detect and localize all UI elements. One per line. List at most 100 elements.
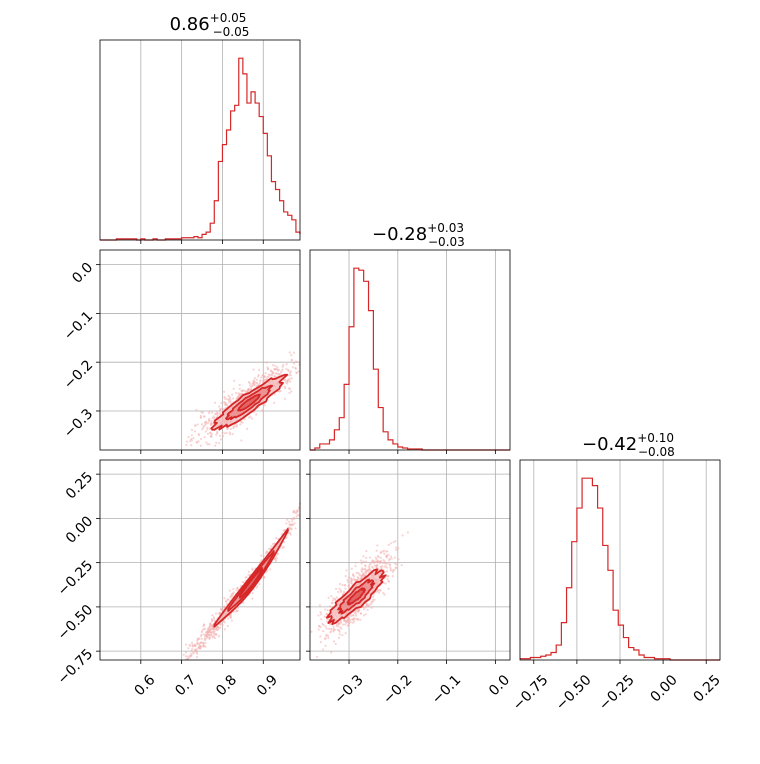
- pair-x1-y2-point: [264, 378, 267, 381]
- pair-x2-y3-point: [341, 634, 344, 637]
- pair-x1-y2-point: [214, 444, 217, 447]
- pair-x1-y3-point: [262, 575, 265, 578]
- pair-x2-y3-point: [371, 595, 375, 598]
- pair-x1-y3-point: [210, 618, 214, 621]
- pair-x1-y2-point: [200, 423, 204, 426]
- pair-x1-y2-point: [218, 405, 221, 408]
- pair-x1-y3-point: [206, 627, 209, 630]
- pair-x1-y2-point: [205, 422, 208, 425]
- pair-x2-y3-point: [346, 624, 349, 627]
- pair-x2-y3-point: [319, 635, 322, 638]
- pair-x2-y3-point: [317, 614, 320, 617]
- pair-x2-y3-point: [334, 642, 337, 646]
- pair-x2-y3-point: [356, 576, 360, 579]
- pair-x1-y3-point: [232, 587, 235, 591]
- pair-x1-y2-point: [229, 427, 233, 431]
- pair-x1-y2-point: [199, 437, 203, 440]
- pair-x1-y3-point: [214, 612, 218, 615]
- pair-x1-y2-point: [277, 368, 280, 371]
- pair-x1-y2-point: [199, 414, 202, 417]
- diag-3-xlabel-0: −0.75: [510, 672, 552, 714]
- pair-x1-y2-point: [233, 379, 236, 382]
- pair-x1-y3-point: [229, 595, 232, 598]
- pair-x1-y3-point: [247, 574, 250, 577]
- pair-x1-y2-point: [210, 419, 213, 423]
- pair-x1-y2-point: [239, 423, 242, 426]
- pair-x2-y3-point: [345, 621, 348, 624]
- pair-x1-y3-point: [226, 598, 229, 601]
- pair-x2-y3-point: [322, 630, 325, 633]
- diag-1-title: 0.86+0.05: [170, 11, 247, 35]
- pair-x1-y3-point: [286, 518, 289, 521]
- pair-x1-y3-point: [294, 527, 297, 530]
- pair-x2-y3-point: [329, 623, 332, 626]
- pair-x1-y3-point: [271, 542, 275, 546]
- pair-x2-y3-point: [338, 622, 341, 626]
- pair-x1-y3-point: [194, 644, 197, 647]
- pair-x1-y2-point: [271, 370, 274, 374]
- pair-x2-y3-point: [360, 574, 363, 577]
- diag-2-title-value: −0.28: [372, 224, 427, 245]
- pair-x1-y2-point: [209, 423, 213, 426]
- pair-x2-y3-point: [375, 549, 378, 552]
- pair-x1-y2-point: [289, 374, 292, 377]
- pair-x2-y3-point: [338, 587, 341, 590]
- pair-x2-y3-point: [390, 557, 393, 560]
- pair-x2-y3-point: [358, 609, 361, 612]
- pair-x2-y3-point: [350, 567, 353, 570]
- pair-x1-y3-xlabel-1: 0.7: [172, 672, 199, 699]
- pair-x2-y3-point: [331, 601, 334, 605]
- pair-x1-y3-point: [208, 636, 211, 639]
- pair-x2-y3-point: [349, 579, 352, 583]
- pair-x1-y3-point: [223, 628, 226, 631]
- pair-x2-y3-point: [330, 594, 333, 598]
- pair-x1-y3-point: [211, 614, 214, 617]
- pair-x1-y2-point: [258, 382, 261, 385]
- pair-x1-y3-point: [260, 559, 263, 562]
- pair-x1-y3-point: [270, 545, 273, 548]
- pair-x2-y3-point: [320, 618, 323, 621]
- pair-x2-y3-point: [365, 604, 368, 608]
- diag-3-title-value: −0.42: [582, 434, 637, 455]
- pair-x2-y3-point: [374, 556, 377, 559]
- pair-x1-y3-point: [202, 623, 206, 626]
- pair-x1-y3-point: [247, 570, 250, 573]
- pair-x1-y3-point: [191, 647, 194, 651]
- pair-x2-y3-point: [379, 551, 382, 555]
- pair-x1-y3-point: [228, 589, 231, 592]
- pair-x1-y3-point: [203, 627, 206, 630]
- pair-x2-y3-point: [379, 588, 382, 591]
- pair-x2-y3-point: [359, 618, 362, 621]
- pair-x1-y2-point: [214, 412, 217, 415]
- pair-x1-y2-point: [203, 415, 206, 418]
- pair-x1-y2-point: [206, 428, 209, 431]
- pair-x1-y3-point: [295, 511, 298, 514]
- pair-x2-y3-point: [339, 626, 342, 629]
- pair-x1-y3-point: [266, 569, 269, 572]
- pair-x1-y2-point: [197, 440, 200, 443]
- pair-x1-y3-point: [251, 597, 254, 600]
- pair-x1-y2-point: [256, 382, 259, 385]
- pair-x1-y2-point: [260, 376, 263, 379]
- pair-x2-y3-point: [341, 583, 344, 587]
- pair-x1-y2-point: [206, 443, 209, 446]
- diag-1-frame: [99, 39, 301, 241]
- pair-x1-y3-point: [219, 623, 222, 626]
- pair-x2-y3-point: [368, 556, 372, 559]
- pair-x2-y3-point: [391, 575, 394, 578]
- pair-x1-y2-point: [293, 351, 296, 354]
- pair-x1-y3-point: [282, 545, 286, 549]
- pair-x1-y2-point: [273, 368, 276, 371]
- pair-x1-y3-point: [209, 631, 212, 634]
- pair-x1-y2-point: [283, 379, 286, 382]
- pair-x2-y3-point: [347, 617, 351, 620]
- pair-x2-y3-point: [359, 559, 363, 562]
- pair-x2-y3-point: [332, 597, 335, 600]
- pair-x2-y3-xlabel-2: −0.1: [429, 672, 464, 707]
- pair-x2-y3-point: [352, 620, 356, 623]
- pair-x1-y3-point: [210, 628, 214, 631]
- pair-x2-y3-point: [337, 625, 340, 628]
- pair-x1-y2-point: [228, 433, 232, 436]
- pair-x1-y2-point: [206, 432, 210, 435]
- pair-x1-y2-point: [216, 414, 219, 417]
